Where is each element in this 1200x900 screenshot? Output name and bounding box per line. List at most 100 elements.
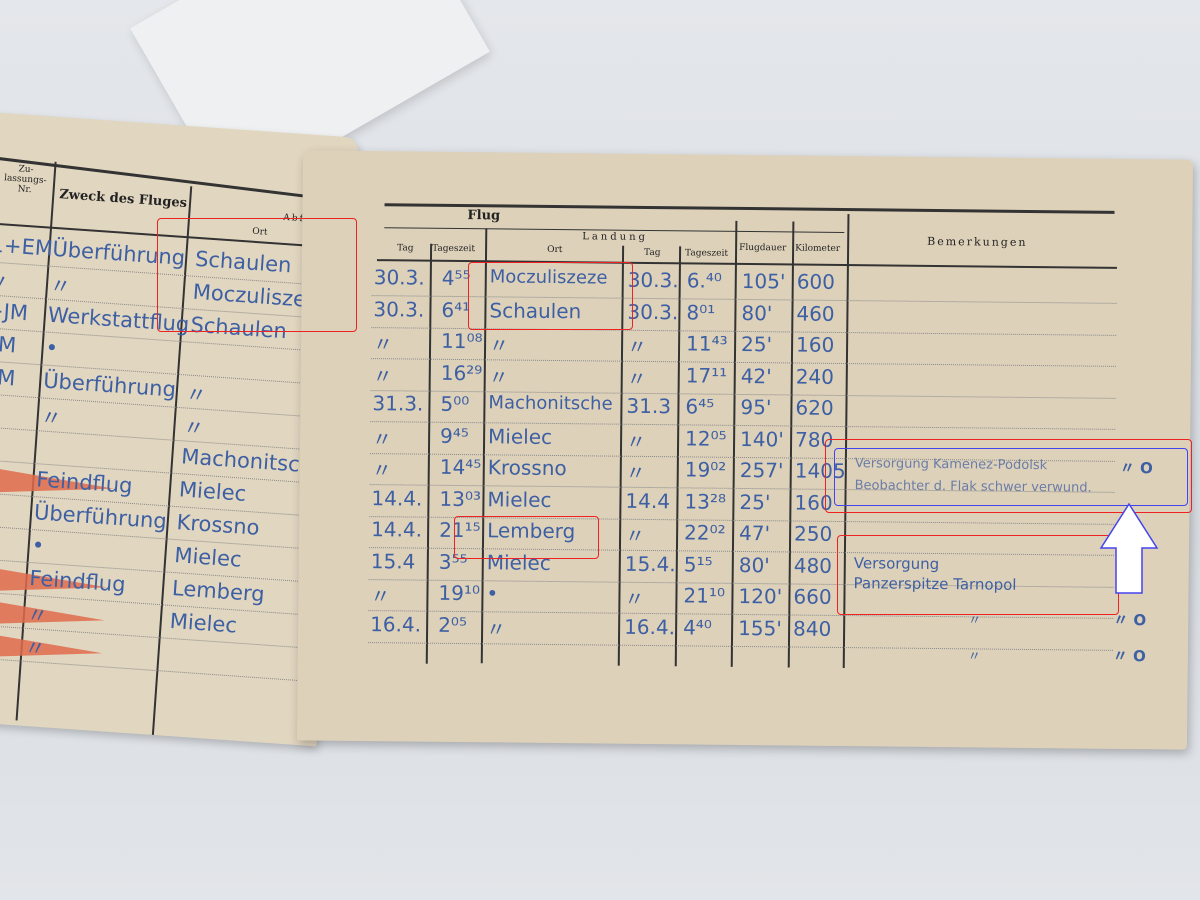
kilometers: 600 [796,269,836,294]
landing-time: 6⁴⁵ [685,394,715,419]
landing-day: 〃 [625,429,647,454]
landing-day: 15.4. [624,551,676,576]
landing-place: 〃 [488,364,509,390]
takeoff-day: 30.3. [373,265,425,290]
takeoff-day: 〃 [370,584,391,609]
kilometers: 240 [795,364,835,389]
kilometers: 480 [793,553,833,578]
landing-time: 19⁰² [684,457,727,482]
highlight-remark-tarnopol [837,535,1119,615]
flight-duration: 25' [740,331,773,357]
flight-duration: 42' [740,363,772,388]
takeoff-time: 5⁰⁰ [440,391,470,417]
landing-day: 14.4 [625,488,671,513]
takeoff-time: 14⁴⁵ [439,454,482,480]
aircraft-id: +JM [0,298,29,326]
takeoff-time: 19¹⁰ [438,580,481,606]
kilometers: 460 [796,301,835,326]
takeoff-day: 〃 [372,363,393,388]
landing-place: Mielec [487,486,552,512]
landing-time: 21¹⁰ [683,583,726,608]
landing-place: Machonitsche [488,392,613,415]
header-remarks: Bemerkungen [927,234,1028,249]
landing-time: 5¹⁵ [683,551,713,577]
departure-place: Lemberg [171,575,266,607]
landing-place: 〃 [488,333,510,358]
flight-purpose: 〃 [49,273,72,300]
flight-duration: 47' [739,520,771,546]
header-km: Kilometer [795,243,841,254]
aircraft-id: BM [0,331,18,358]
header-day: Tag [397,243,414,254]
flight-duration: 257' [739,457,784,483]
flight-duration: 80' [738,552,770,577]
flight-purpose: • [30,533,46,558]
row-rule [367,641,1113,651]
flight-purpose: 〃 [26,602,49,629]
flight-duration: 105' [741,268,786,294]
arrow-up-icon [1099,502,1159,594]
departure-place: Mielec [178,477,247,506]
landing-time: 12⁰⁵ [684,425,727,451]
remark-mark: 〃 O [1112,646,1146,666]
landing-place: Mielec [488,423,553,449]
highlight-remark-wounded [834,448,1188,506]
combat-pennant [0,629,104,668]
flight-purpose: 〃 [39,405,63,431]
landing-place: Krossno [487,455,567,481]
highlight-remark-kamenez [825,439,1192,513]
landing-time: 8⁰¹ [686,299,716,325]
landing-day: 31.3 [626,393,672,419]
remark-ditto: 〃 [967,649,981,665]
landing-day: 30.3. [627,299,679,324]
landing-time: 17¹¹ [685,362,728,388]
landing-day: 〃 [624,586,645,611]
flight-duration: 95' [740,394,772,420]
header-id: Zu-lassungs-Nr. [3,164,47,196]
landing-day: 16.4. [624,614,676,639]
aircraft-id: 〃 [0,269,10,295]
header-flight: Flug [467,208,501,224]
takeoff-day: 15.4 [370,548,416,574]
kilometers: 620 [795,395,834,420]
kilometers: 160 [795,332,835,357]
highlight-lemberg [454,516,599,559]
takeoff-time: 11⁰⁸ [441,328,483,354]
flight-duration: 80' [741,300,773,325]
takeoff-time: 16²⁹ [440,360,483,385]
takeoff-day: 14.4. [371,485,423,511]
aircraft-id: 1+EM [0,232,54,261]
highlight-schaulen-departure [157,218,357,332]
landing-place: 〃 [485,616,507,642]
departure-place: Mielec [173,543,243,572]
takeoff-time: 4⁵⁵ [441,265,471,291]
kilometers: 250 [794,521,833,546]
departure-place: 〃 [184,382,208,408]
flight-duration: 120' [738,583,783,609]
departure-place: Krossno [175,510,261,540]
flight-duration: 140' [739,426,784,451]
landing-time: 11⁴³ [685,331,728,356]
takeoff-day: 30.3. [373,296,425,322]
landing-day: 〃 [626,334,648,359]
flight-purpose: 〃 [23,635,47,662]
kilometers: 840 [793,616,832,641]
landing-time: 22⁰² [684,520,726,545]
flight-purpose: Überführung [42,368,177,402]
takeoff-day: 14.4. [371,517,423,542]
header-place: Ort [547,244,563,256]
landing-place: • [486,581,499,606]
takeoff-day: 〃 [371,426,393,451]
departure-place: 〃 [182,415,206,441]
takeoff-day: 〃 [371,458,392,483]
highlight-landing-moczuliszeze [468,262,633,330]
header-time: Tageszeit [432,243,476,255]
header-landing-time: Tageszeit [685,248,729,259]
takeoff-time: 13⁰³ [439,486,482,511]
landing-day: 〃 [624,523,646,548]
header-landing-day: Tag [644,247,661,259]
departure-place: Mielec [169,608,238,638]
flight-duration: 25' [739,489,771,514]
landing-time: 13²⁸ [684,488,727,514]
flight-purpose: • [44,335,59,361]
